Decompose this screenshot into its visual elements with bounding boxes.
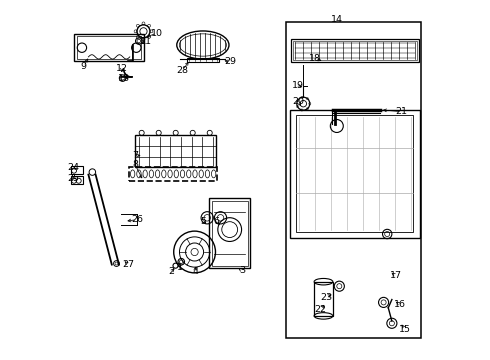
Text: 21: 21 xyxy=(395,107,408,116)
Text: 4: 4 xyxy=(192,267,198,276)
Text: 3: 3 xyxy=(239,266,245,275)
Text: 17: 17 xyxy=(390,271,401,280)
Text: 8: 8 xyxy=(132,161,138,169)
Bar xyxy=(135,135,216,167)
Text: 26: 26 xyxy=(131,215,143,224)
Bar xyxy=(72,166,83,174)
Bar xyxy=(77,36,141,59)
Text: 18: 18 xyxy=(309,54,321,63)
Text: 2: 2 xyxy=(168,267,174,276)
Text: 11: 11 xyxy=(140,37,152,46)
Text: 24: 24 xyxy=(67,163,79,172)
Bar xyxy=(286,22,421,338)
Bar xyxy=(290,110,419,238)
Bar xyxy=(296,115,413,232)
Bar xyxy=(129,167,217,181)
Bar xyxy=(187,58,219,62)
Text: 16: 16 xyxy=(394,300,406,309)
Text: 25: 25 xyxy=(67,174,79,183)
Text: 5: 5 xyxy=(200,217,206,226)
Text: 20: 20 xyxy=(292,97,304,106)
Text: 19: 19 xyxy=(292,81,304,90)
Bar xyxy=(72,176,83,184)
Bar xyxy=(74,34,144,61)
Text: 1: 1 xyxy=(176,263,182,271)
Text: 27: 27 xyxy=(122,260,134,269)
Bar xyxy=(212,201,248,266)
Bar xyxy=(209,198,250,268)
Text: 28: 28 xyxy=(177,66,189,75)
Text: 6: 6 xyxy=(213,217,219,226)
Text: 15: 15 xyxy=(399,325,411,334)
Text: 7: 7 xyxy=(132,151,138,160)
Text: 12: 12 xyxy=(116,64,128,73)
Text: 29: 29 xyxy=(224,57,237,66)
Text: 14: 14 xyxy=(331,15,343,24)
Text: 22: 22 xyxy=(315,305,327,314)
Text: 10: 10 xyxy=(151,29,163,37)
Text: 23: 23 xyxy=(320,292,332,302)
Bar xyxy=(291,39,419,62)
Text: 13: 13 xyxy=(119,74,130,83)
Text: 9: 9 xyxy=(81,62,87,71)
Bar xyxy=(293,41,416,60)
Bar xyxy=(314,282,333,316)
